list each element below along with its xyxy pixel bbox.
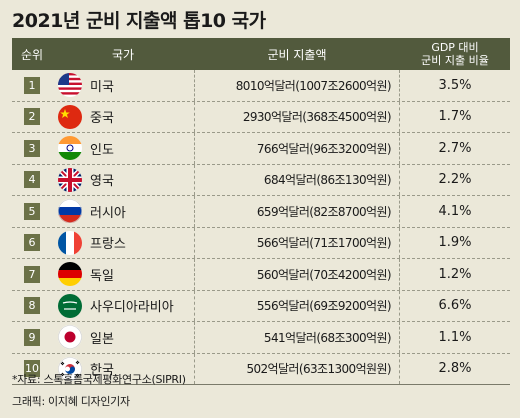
table-row: 1 미국 8010억달러(1007조2600억원) 3.5% (12, 70, 510, 102)
country-name: 일본 (90, 331, 114, 347)
rank-cell: 3 (12, 139, 52, 157)
country-name: 사우디아라비아 (90, 300, 174, 316)
country-cell: 중국 (52, 104, 194, 129)
table-row: 5 러시아 659억달러(82조8700억원) 4.1% (12, 196, 510, 228)
country-name: 한국 (90, 363, 114, 379)
ratio-cell: 2.2% (438, 172, 472, 188)
table-row: 2 중국 2930억달러(368조4500억원) 1.7% (12, 101, 510, 133)
table-row: 10 한국 502억달러(63조1300억원원) 2.8% (12, 353, 510, 385)
credit-note: 그래픽: 이지혜 디자인기자 (12, 395, 130, 408)
header-spending: 군비 지출액 (267, 47, 327, 62)
header-rank: 순위 (20, 47, 44, 62)
ratio-cell: 2.8% (438, 361, 472, 377)
rank-cell: 5 (12, 202, 52, 220)
ranking-table: 순위 국가 군비 지출액 GDP 대비 군비 지출 비율 1 미국 8010억달러(… (12, 38, 510, 385)
china-flag-icon (58, 104, 82, 129)
table-row: 7 독일 560억달러(70조4200억원) 1.2% (12, 259, 510, 291)
country-cell: 미국 (52, 73, 194, 98)
ratio-cell: 1.7% (438, 109, 472, 125)
country-name: 영국 (90, 174, 114, 190)
header-ratio-line1: GDP 대비 (431, 41, 479, 54)
country-name: 프랑스 (90, 237, 126, 253)
country-cell: 프랑스 (52, 230, 194, 255)
rank-cell: 4 (12, 171, 52, 189)
table-row: 4 영국 684억달러(86조130억원) 2.2% (12, 164, 510, 196)
rank-badge: 9 (24, 328, 40, 346)
country-name: 미국 (90, 79, 114, 95)
rank-badge: 2 (24, 108, 40, 126)
rank-badge: 4 (24, 171, 40, 189)
header-ratio-line2: 군비 지출 비율 (421, 54, 489, 67)
rank-badge: 8 (24, 297, 40, 315)
table-row: 9 일본 541억달러(68조300억원) 1.1% (12, 322, 510, 354)
rank-cell: 2 (12, 108, 52, 126)
ratio-cell: 6.6% (438, 298, 472, 314)
rank-cell: 10 (12, 360, 52, 378)
rank-badge: 6 (24, 234, 40, 252)
country-cell: 일본 (52, 325, 194, 350)
header-ratio: GDP 대비 군비 지출 비율 (400, 41, 510, 67)
ratio-cell: 3.5% (438, 77, 472, 93)
rank-cell: 6 (12, 234, 52, 252)
india-flag-icon (58, 136, 82, 161)
spending-cell: 566억달러(71조1700억원) (194, 227, 400, 258)
country-cell: 영국 (52, 167, 194, 192)
country-name: 독일 (90, 268, 114, 284)
korea-flag-icon (58, 356, 82, 381)
rank-cell: 8 (12, 297, 52, 315)
header-country: 국가 (111, 47, 135, 62)
ratio-cell: 1.2% (438, 266, 472, 282)
table-row: 6 프랑스 566억달러(71조1700억원) 1.9% (12, 227, 510, 259)
country-name: 인도 (90, 142, 114, 158)
chart-title: 2021년 군비 지출액 톱10 국가 (12, 10, 266, 32)
rank-badge: 5 (24, 202, 40, 220)
country-name: 러시아 (90, 205, 126, 221)
country-name: 중국 (90, 111, 114, 127)
spending-cell: 2930억달러(368조4500억원) (194, 101, 400, 132)
france-flag-icon (58, 230, 82, 255)
rank-cell: 7 (12, 265, 52, 283)
rank-badge: 10 (24, 360, 40, 378)
rank-badge: 7 (24, 265, 40, 283)
spending-cell: 659억달러(82조8700억원) (194, 196, 400, 227)
ratio-cell: 4.1% (438, 203, 472, 219)
spending-cell: 502억달러(63조1300억원원) (194, 353, 400, 384)
spending-cell: 556억달러(69조9200억원) (194, 290, 400, 321)
spending-cell: 8010억달러(1007조2600억원) (194, 70, 400, 101)
japan-flag-icon (58, 325, 82, 350)
spending-cell: 766억달러(96조3200억원) (194, 133, 400, 164)
table-body: 1 미국 8010억달러(1007조2600억원) 3.5% 2 중국 2930억달러(36… (12, 70, 510, 385)
rank-badge: 3 (24, 139, 40, 157)
uk-flag-icon (58, 167, 82, 192)
spending-cell: 560억달러(70조4200억원) (194, 259, 400, 290)
germany-flag-icon (58, 262, 82, 287)
table-row: 8 사우디아라비아 556억달러(69조9200억원) 6.6% (12, 290, 510, 322)
russia-flag-icon (58, 199, 82, 224)
ratio-cell: 1.9% (438, 235, 472, 251)
rank-badge: 1 (24, 76, 40, 94)
country-cell: 인도 (52, 136, 194, 161)
country-cell: 한국 (52, 356, 194, 381)
rank-cell: 1 (12, 76, 52, 94)
table-row: 3 인도 766억달러(96조3200억원) 2.7% (12, 133, 510, 165)
source-note: *자료: 스톡홀름국제평화연구소(SIPRI) (12, 373, 186, 386)
country-cell: 독일 (52, 262, 194, 287)
country-cell: 사우디아라비아 (52, 293, 194, 318)
spending-cell: 684억달러(86조130억원) (194, 164, 400, 195)
spending-cell: 541억달러(68조300억원) (194, 322, 400, 353)
table-header: 순위 국가 군비 지출액 GDP 대비 군비 지출 비율 (12, 38, 510, 70)
country-cell: 러시아 (52, 199, 194, 224)
rank-cell: 9 (12, 328, 52, 346)
ratio-cell: 1.1% (438, 329, 472, 345)
us-flag-icon (58, 73, 82, 98)
saudi-flag-icon (58, 293, 82, 318)
ratio-cell: 2.7% (438, 140, 472, 156)
